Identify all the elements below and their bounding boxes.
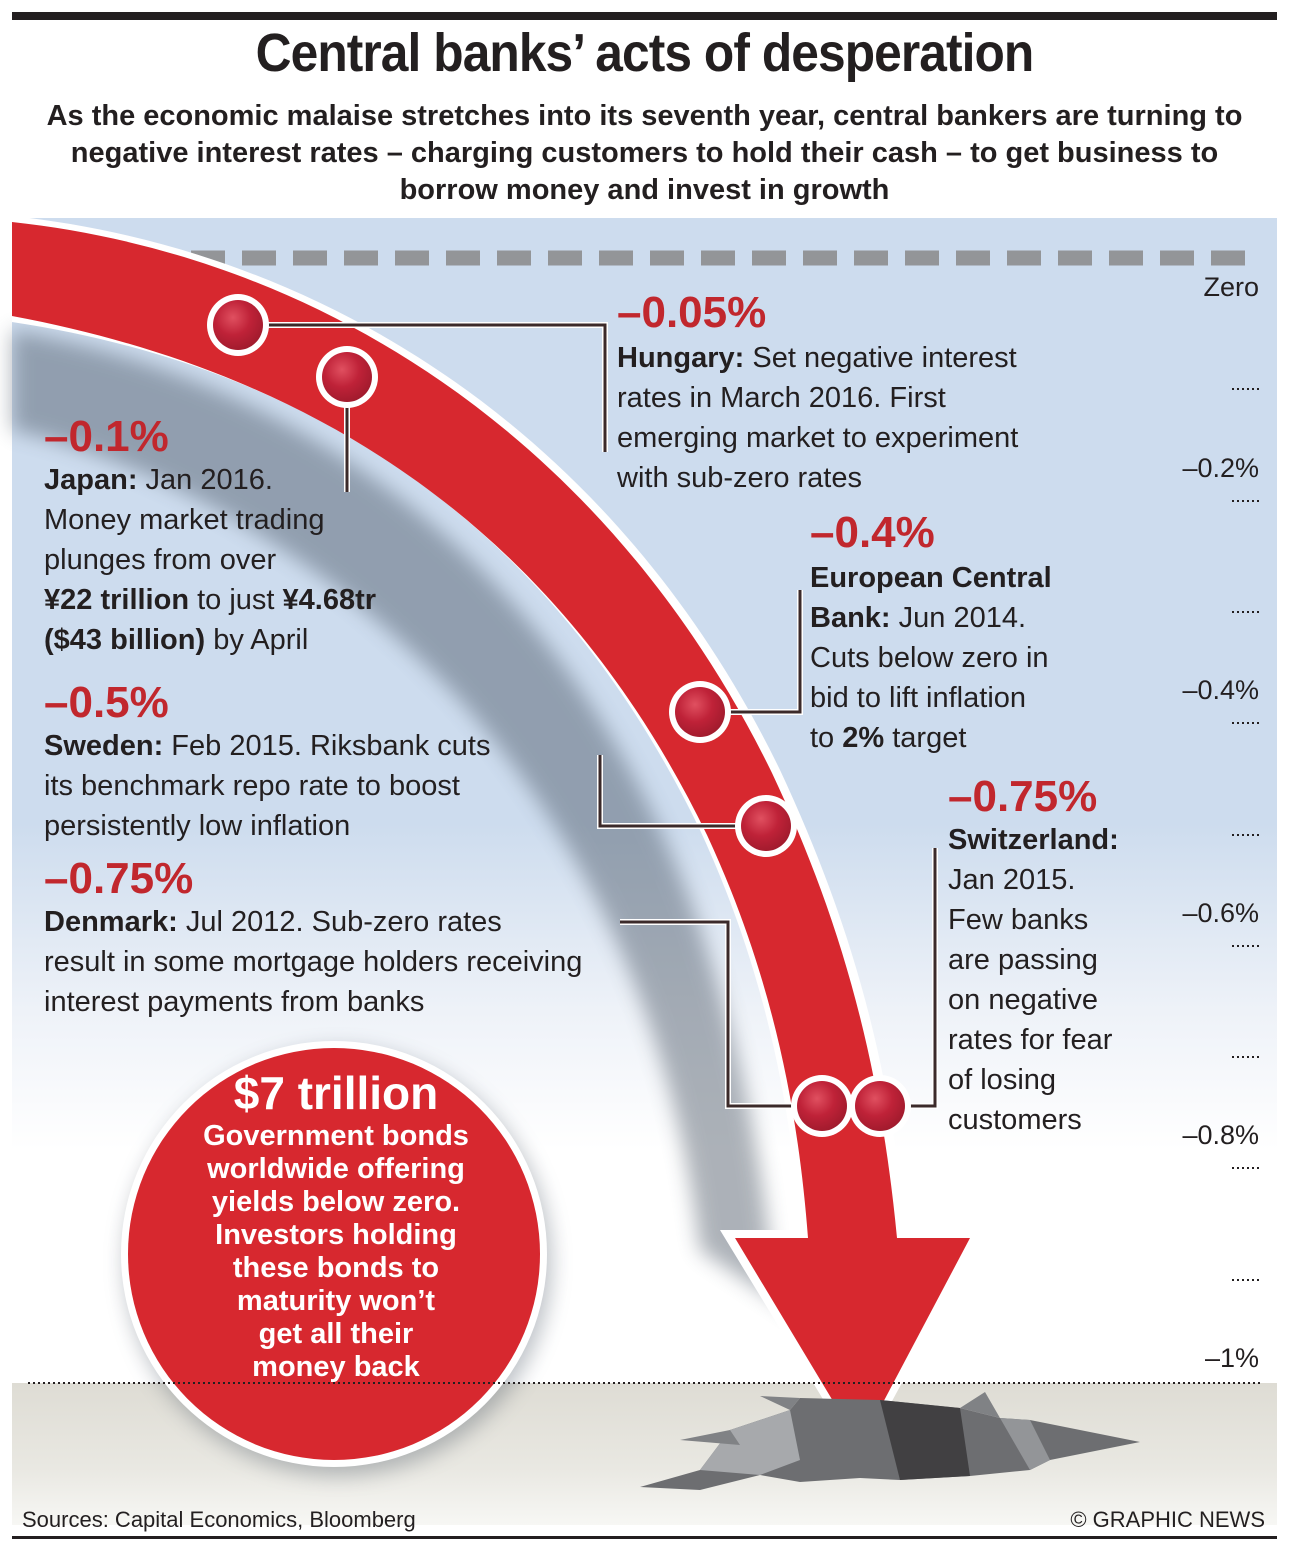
desc-switzerland: Switzerland: Jan 2015. Few banks are pas… bbox=[948, 824, 1119, 1136]
copyright-credit: © GRAPHIC NEWS bbox=[1070, 1507, 1265, 1532]
page-title: Central banks’ acts of desperation bbox=[255, 23, 1035, 83]
desc-hungary: Hungary: Set negative interest rates in … bbox=[617, 342, 1019, 494]
connector-lines-dark bbox=[268, 323, 937, 1108]
ground-crack-icon bbox=[640, 1392, 1140, 1490]
sources-note: Sources: Capital Economics, Bloomberg bbox=[22, 1507, 416, 1532]
desc-japan: Japan: Jan 2016. Money market trading pl… bbox=[44, 464, 377, 656]
axis-label-0.4: –0.4% bbox=[1182, 675, 1259, 705]
rate-denmark: –0.75% bbox=[44, 854, 194, 903]
dot-sweden bbox=[735, 795, 797, 857]
desc-denmark: Denmark: Jul 2012. Sub-zero rates result… bbox=[44, 906, 583, 1018]
dot-switzerland bbox=[849, 1075, 911, 1137]
bubble-text: Government bonds worldwide offering yiel… bbox=[203, 1120, 469, 1383]
rate-japan: –0.1% bbox=[44, 412, 169, 461]
rate-sweden: –0.5% bbox=[44, 678, 169, 727]
dot-ecb bbox=[669, 681, 731, 743]
axis-label-0.6: –0.6% bbox=[1182, 898, 1259, 928]
desc-ecb: European Central Bank: Jun 2014. Cuts be… bbox=[810, 562, 1052, 754]
rate-hungary: –0.05% bbox=[617, 288, 767, 337]
axis-label-0.8: –0.8% bbox=[1182, 1120, 1259, 1150]
desc-sweden: Sweden: Feb 2015. Riksbank cuts its benc… bbox=[44, 730, 491, 842]
dot-denmark bbox=[791, 1075, 853, 1137]
rate-dots bbox=[207, 294, 911, 1137]
axis-label-0.2: –0.2% bbox=[1182, 453, 1259, 483]
rate-switzerland: –0.75% bbox=[948, 772, 1098, 821]
rate-ecb: –0.4% bbox=[810, 508, 935, 557]
top-rule bbox=[12, 12, 1277, 20]
bubble-headline: $7 trillion bbox=[233, 1067, 439, 1119]
axis-label-zero: Zero bbox=[1203, 272, 1259, 302]
bottom-rule bbox=[12, 1536, 1277, 1539]
dot-japan bbox=[316, 346, 378, 408]
trillion-bubble: $7 trillion Government bonds worldwide o… bbox=[136, 1068, 536, 1384]
page-subtitle: As the economic malaise stretches into i… bbox=[46, 100, 1243, 206]
axis-label-1: –1% bbox=[1204, 1343, 1259, 1373]
dot-hungary bbox=[207, 294, 269, 356]
trillion-bubble-shape bbox=[121, 1041, 552, 1476]
